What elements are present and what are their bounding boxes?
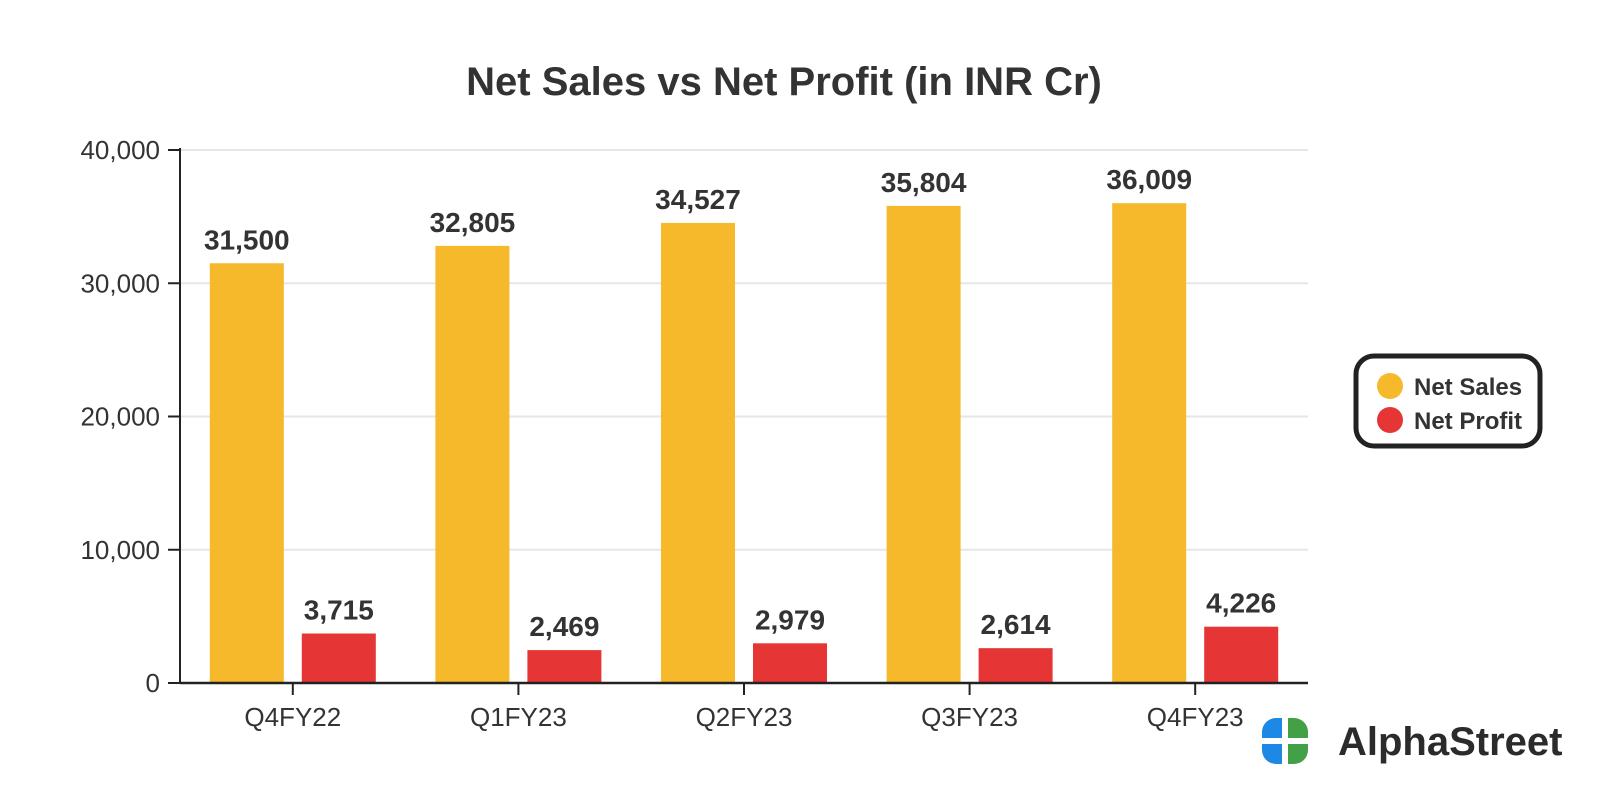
data-label-net-profit-q4fy23: 4,226 — [1206, 588, 1276, 619]
data-label-net-sales-q2fy23: 34,527 — [655, 184, 741, 215]
x-tick-label: Q1FY23 — [470, 702, 567, 732]
bar-net-profit-q3fy23 — [978, 648, 1053, 683]
legend-swatch-net-profit — [1377, 407, 1403, 433]
y-tick-label: 40,000 — [80, 135, 160, 165]
data-label-net-sales-q1fy23: 32,805 — [430, 207, 516, 238]
data-label-net-sales-q3fy23: 35,804 — [881, 167, 967, 198]
data-label-net-profit-q1fy23: 2,469 — [529, 611, 599, 642]
x-axis-ticks: Q4FY22 Q1FY23 Q2FY23 Q3FY23 Q4FY23 — [244, 683, 1244, 732]
data-labels: 31,500 3,715 32,805 2,469 34,527 2,979 35,804 2… — [204, 164, 1276, 642]
legend-label-net-sales: Net Sales — [1414, 374, 1522, 401]
bar-net-sales-q2fy23 — [661, 222, 735, 683]
bar-net-profit-q2fy23 — [753, 643, 827, 683]
bar-net-profit-q4fy23 — [1204, 626, 1279, 683]
y-axis-ticks: 0 10,000 20,000 30,000 40,000 — [80, 135, 180, 698]
data-label-net-profit-q2fy23: 2,979 — [755, 604, 825, 635]
y-tick-label: 0 — [146, 668, 160, 698]
bar-net-sales-q3fy23 — [886, 205, 961, 684]
legend-swatch-net-sales — [1377, 373, 1403, 399]
x-tick-label: Q3FY23 — [921, 702, 1018, 732]
legend: Net Sales Net Profit — [1353, 353, 1543, 449]
x-tick-label: Q4FY23 — [1147, 702, 1244, 732]
brand-name: AlphaStreet — [1338, 720, 1563, 764]
x-tick-label: Q4FY22 — [244, 702, 341, 732]
data-label-net-profit-q4fy22: 3,715 — [304, 594, 374, 625]
bar-net-profit-q4fy22 — [301, 633, 376, 683]
bar-net-sales-q4fy23 — [1112, 203, 1187, 684]
y-tick-label: 20,000 — [80, 402, 160, 432]
bar-net-sales-q4fy22 — [209, 263, 284, 683]
bar-net-sales-q1fy23 — [435, 245, 510, 683]
bar-net-profit-q1fy23 — [527, 650, 602, 683]
data-label-net-sales-q4fy22: 31,500 — [204, 224, 290, 255]
data-label-net-sales-q4fy23: 36,009 — [1106, 164, 1192, 195]
bars — [209, 203, 1279, 684]
legend-label-net-profit: Net Profit — [1414, 408, 1522, 435]
y-tick-label: 10,000 — [80, 535, 160, 565]
chart-title: Net Sales vs Net Profit (in INR Cr) — [466, 60, 1102, 104]
alphastreet-logo-icon — [1262, 718, 1308, 764]
data-label-net-profit-q3fy23: 2,614 — [981, 609, 1051, 640]
x-tick-label: Q2FY23 — [696, 702, 793, 732]
y-tick-label: 30,000 — [80, 268, 160, 298]
brand-logo: AlphaStreet — [1262, 718, 1563, 764]
